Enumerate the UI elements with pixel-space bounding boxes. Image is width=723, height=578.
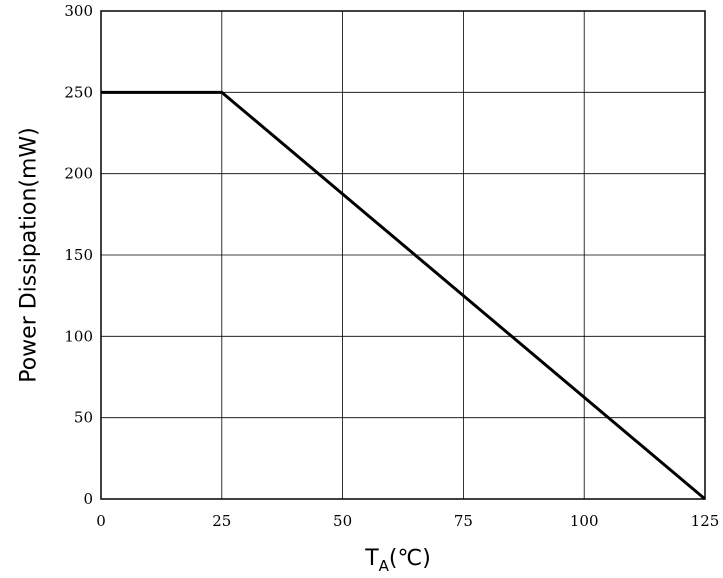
y-tick-label: 200 xyxy=(64,165,93,183)
x-axis-title-main: T xyxy=(364,546,379,571)
y-tick-label: 50 xyxy=(74,409,93,427)
y-axis-title: Power Dissipation(mW) xyxy=(17,127,42,383)
x-tick-label: 100 xyxy=(570,512,599,530)
y-tick-label: 100 xyxy=(64,327,93,345)
x-tick-label: 75 xyxy=(454,512,473,530)
x-tick-label: 50 xyxy=(333,512,352,530)
series-line xyxy=(101,90,706,501)
y-tick-labels: 0 50 100 150 200 250 300 xyxy=(64,2,93,508)
x-axis-title-subscript: A xyxy=(379,557,390,575)
y-tick-label: 250 xyxy=(64,83,93,101)
grid-lines xyxy=(100,10,706,500)
x-axis-title: TA(℃) xyxy=(364,546,431,575)
x-axis-title-unit: (℃) xyxy=(389,546,431,571)
y-tick-label: 300 xyxy=(64,2,93,20)
x-tick-label: 125 xyxy=(691,512,720,530)
series-layer xyxy=(101,90,706,501)
plot-frame xyxy=(100,10,706,500)
x-tick-label: 0 xyxy=(96,512,106,530)
x-tick-labels: 0 25 50 75 100 125 xyxy=(96,512,719,530)
y-tick-label: 0 xyxy=(83,490,93,508)
x-tick-label: 25 xyxy=(212,512,231,530)
y-tick-label: 150 xyxy=(64,246,93,264)
